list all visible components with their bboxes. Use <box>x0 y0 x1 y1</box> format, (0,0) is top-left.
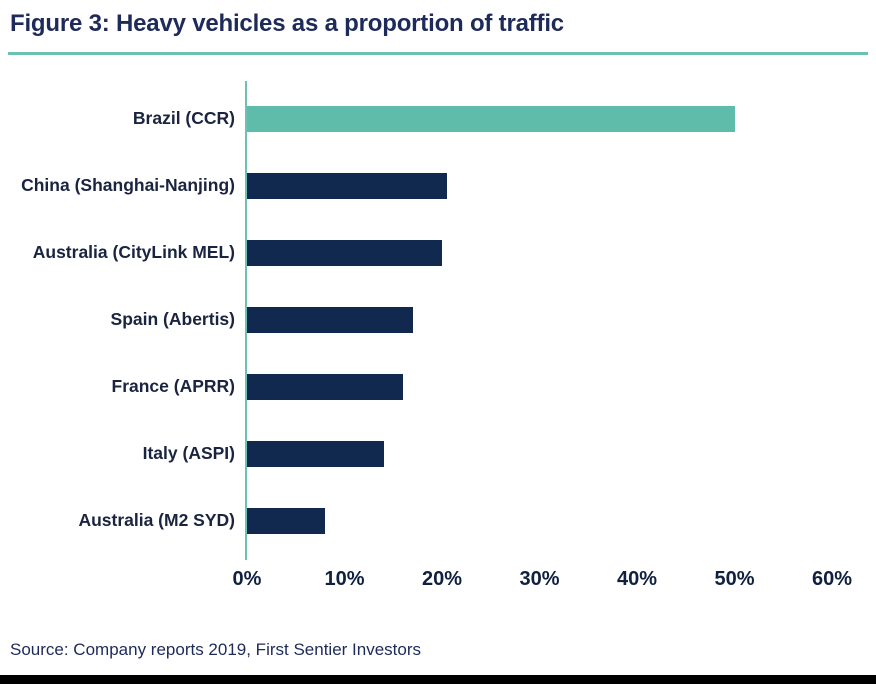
x-tick-label: 40% <box>616 568 658 590</box>
bar <box>247 373 403 400</box>
bar-cell <box>247 353 832 420</box>
bar-cell <box>247 219 832 286</box>
y-axis-line <box>245 81 247 560</box>
source-note: Source: Company reports 2019, First Sent… <box>10 640 422 659</box>
bar <box>247 440 384 467</box>
chart-row: Australia (M2 SYD) <box>8 487 832 554</box>
category-label: Australia (M2 SYD) <box>78 510 235 530</box>
bar-cell <box>247 286 832 353</box>
bar <box>247 507 325 534</box>
title-accent-rule <box>8 52 868 55</box>
figure-title: Figure 3: Heavy vehicles as a proportion… <box>10 10 564 37</box>
category-label: Brazil (CCR) <box>132 108 235 128</box>
x-axis-ticks: 0% 10% 20% 30% 40% 50% 60% <box>233 568 852 594</box>
chart-row: Brazil (CCR) <box>8 85 832 152</box>
category-label: France (APRR) <box>111 376 236 396</box>
bar <box>247 306 413 333</box>
bottom-border-bar <box>0 675 876 684</box>
x-tick-label: 20% <box>421 568 463 590</box>
bar-cell <box>247 85 832 152</box>
bar-chart: Brazil (CCR) China (Shanghai-Nanjing) Aust… <box>8 81 852 594</box>
bar <box>247 105 735 132</box>
chart-rows: Brazil (CCR) China (Shanghai-Nanjing) Aust… <box>8 85 832 554</box>
category-label: Spain (Abertis) <box>110 309 235 329</box>
x-axis-spacer <box>8 568 247 594</box>
x-tick-label: 50% <box>714 568 755 590</box>
category-label: Australia (CityLink MEL) <box>32 242 235 262</box>
bar <box>247 239 442 266</box>
chart-row: Spain (Abertis) <box>8 286 832 353</box>
bar-cell <box>247 487 832 554</box>
bar-cell <box>247 152 832 219</box>
chart-row: France (APRR) <box>8 353 832 420</box>
category-label: Italy (ASPI) <box>142 443 235 463</box>
x-tick-label: 0% <box>232 568 262 590</box>
category-label: China (Shanghai-Nanjing) <box>21 175 235 195</box>
chart-row: China (Shanghai-Nanjing) <box>8 152 832 219</box>
chart-row: Italy (ASPI) <box>8 420 832 487</box>
chart-row: Australia (CityLink MEL) <box>8 219 832 286</box>
x-axis: 0% 10% 20% 30% 40% 50% 60% <box>8 568 852 594</box>
x-tick-label: 30% <box>519 568 560 590</box>
x-tick-label: 60% <box>811 568 853 590</box>
x-tick-label: 10% <box>324 568 365 590</box>
bar <box>247 172 447 199</box>
bar-cell <box>247 420 832 487</box>
